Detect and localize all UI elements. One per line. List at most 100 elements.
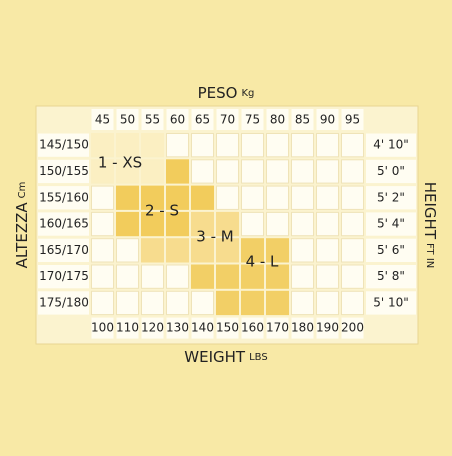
header-cell <box>166 109 189 130</box>
grid-cell <box>91 185 114 210</box>
right-unit: FT IN <box>424 243 435 268</box>
row-header-cell <box>38 133 89 157</box>
grid-cell <box>316 238 339 263</box>
header-cell <box>291 109 314 130</box>
grid-cell <box>341 185 364 210</box>
footer-cell <box>241 317 264 339</box>
size-label: 4 - L <box>246 253 279 271</box>
height-label: 5' 8" <box>377 269 405 283</box>
grid-cell <box>341 264 364 289</box>
grid-cell <box>216 238 239 263</box>
grid-cell <box>316 159 339 184</box>
left-unit: Cm <box>17 182 28 199</box>
row-header-cell <box>366 159 416 184</box>
right-axis-title: HEIGHT FT IN <box>422 182 440 269</box>
grid-cell <box>241 133 264 158</box>
grid-cell <box>216 185 239 210</box>
cm-label: 165/170 <box>39 243 89 257</box>
grid-cell <box>341 133 364 158</box>
grid-cell <box>341 290 364 316</box>
grid-cell <box>141 290 164 316</box>
grid-cell <box>316 185 339 210</box>
grid-cell <box>166 185 189 210</box>
height-label: 5' 6" <box>377 243 405 257</box>
grid-cell <box>91 133 114 158</box>
grid-cell <box>241 238 264 263</box>
grid-cell <box>266 159 289 184</box>
footer-cell <box>91 317 114 339</box>
cm-label: 170/175 <box>39 269 89 283</box>
grid-cell <box>266 264 289 289</box>
grid-cell <box>291 264 314 289</box>
header-cell <box>266 109 289 130</box>
footer-cell <box>116 317 139 339</box>
grid-cell <box>316 211 339 237</box>
header-cell <box>191 109 214 130</box>
grid-cell <box>191 211 214 237</box>
grid-cell <box>241 159 264 184</box>
grid-cell <box>116 211 139 237</box>
footer-cell <box>341 317 364 339</box>
grid-cell <box>91 264 114 289</box>
grid-cell <box>116 185 139 210</box>
grid-cell <box>141 185 164 210</box>
grid-cell <box>166 159 189 184</box>
lbs-label: 180 <box>291 321 314 335</box>
grid-cell <box>191 290 214 316</box>
footer-cell <box>141 317 164 339</box>
title-unit: Kg <box>241 88 254 99</box>
footer-cell <box>316 317 339 339</box>
header-cell <box>216 109 239 130</box>
grid-cell <box>316 264 339 289</box>
lbs-label: 100 <box>91 321 114 335</box>
cm-label: 160/165 <box>39 217 89 231</box>
grid-cell <box>291 159 314 184</box>
grid-cell <box>316 290 339 316</box>
right-main: HEIGHT <box>422 182 440 240</box>
grid-cell <box>266 211 289 237</box>
lbs-label: 160 <box>241 321 264 335</box>
kg-label: 95 <box>345 113 360 127</box>
height-label: 5' 0" <box>377 164 405 178</box>
grid-cell <box>241 211 264 237</box>
grid-cell <box>216 133 239 158</box>
kg-label: 90 <box>320 113 335 127</box>
grid-cell <box>91 290 114 316</box>
kg-label: 70 <box>220 113 235 127</box>
grid-cell <box>91 238 114 263</box>
size-label: 2 - S <box>145 202 179 220</box>
cm-label: 155/160 <box>39 190 89 204</box>
row-header-cell <box>38 212 89 236</box>
row-header-cell <box>38 159 89 184</box>
grid-cell <box>166 290 189 316</box>
grid-cell <box>191 185 214 210</box>
grid-cell <box>116 133 139 158</box>
title-main: PESO <box>198 84 238 102</box>
grid-cell <box>91 159 114 184</box>
grid-cell <box>141 211 164 237</box>
lbs-label: 200 <box>341 321 364 335</box>
footer-main: WEIGHT <box>184 348 246 366</box>
grid-cell <box>216 159 239 184</box>
size-label: 1 - XS <box>98 154 142 172</box>
grid-cell <box>191 264 214 289</box>
grid-cell <box>291 211 314 237</box>
header-cell <box>141 109 164 130</box>
grid-cell <box>241 185 264 210</box>
grid-cell <box>241 290 264 316</box>
grid-cell <box>141 264 164 289</box>
kg-label: 65 <box>195 113 210 127</box>
grid-cell <box>291 290 314 316</box>
kg-label: 60 <box>170 113 185 127</box>
row-header-cell <box>366 291 416 315</box>
row-header-cell <box>366 212 416 236</box>
grid-cell <box>266 185 289 210</box>
size-label: 3 - M <box>196 228 233 246</box>
row-header-cell <box>366 133 416 157</box>
cm-label: 175/180 <box>39 295 89 309</box>
header-cell <box>241 109 264 130</box>
grid-cell <box>141 238 164 263</box>
kg-label: 85 <box>295 113 310 127</box>
grid-cell <box>341 211 364 237</box>
